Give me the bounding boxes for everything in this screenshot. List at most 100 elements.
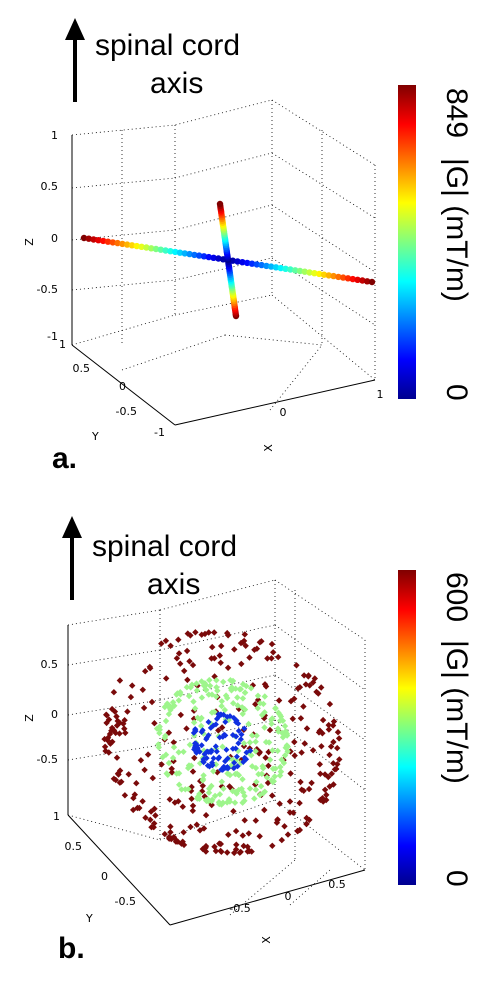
line-point: [239, 259, 246, 266]
shell-point: [240, 759, 247, 765]
annotation-line2-b: axis: [147, 568, 200, 601]
shell-point: [316, 761, 323, 768]
shell-point: [239, 799, 246, 806]
shell-point: [109, 738, 116, 745]
shell-point: [261, 709, 268, 716]
shell-point: [168, 765, 175, 772]
shell-point: [189, 807, 196, 814]
shell-point: [261, 693, 268, 700]
shell-point: [175, 697, 182, 704]
shell-point: [282, 728, 289, 735]
shell-point: [306, 682, 313, 689]
shell-point: [241, 817, 248, 824]
shell-point: [254, 692, 262, 699]
shell-point: [180, 748, 187, 755]
shell-point: [218, 766, 225, 773]
shell-point: [101, 735, 108, 743]
shell-point: [239, 695, 247, 702]
line-point: [282, 265, 289, 272]
shell-point: [218, 778, 225, 785]
shell-point: [183, 684, 191, 691]
shell-point: [213, 677, 220, 684]
shell-point: [326, 700, 334, 708]
shell-point: [224, 694, 231, 702]
shell-point: [136, 804, 143, 812]
shell-point: [230, 700, 237, 707]
shell-point: [224, 664, 232, 671]
shell-point: [300, 703, 307, 710]
y-tick-a: 0: [119, 380, 126, 393]
line-point: [287, 266, 294, 273]
shell-point: [247, 685, 255, 692]
line-point: [157, 246, 164, 253]
shell-point: [233, 753, 240, 760]
line-point: [104, 238, 112, 245]
shell-point: [180, 841, 188, 849]
shell-point: [210, 768, 217, 775]
line-point: [215, 255, 222, 262]
shell-point: [220, 785, 227, 792]
shell-point: [190, 698, 197, 705]
shell-point: [287, 770, 294, 777]
shell-point: [213, 693, 220, 700]
shell-point: [246, 785, 254, 792]
shell-point: [256, 700, 264, 707]
shell-point: [148, 698, 156, 706]
shell-point: [262, 754, 269, 761]
shell-point: [241, 725, 248, 732]
shell-point: [237, 685, 244, 693]
shell-point: [208, 655, 215, 662]
line-point: [244, 259, 251, 267]
shell-point: [201, 751, 208, 758]
shell-point: [202, 848, 210, 855]
shell-point: [289, 715, 296, 722]
shell-point: [245, 830, 252, 837]
panel-label-b: b.: [58, 932, 85, 965]
line-point: [100, 237, 107, 245]
shell-point: [232, 846, 240, 853]
z-tick-b: -0.5: [37, 753, 58, 766]
shell-point: [230, 714, 237, 721]
shell-point: [261, 806, 268, 814]
shell-point: [274, 725, 282, 732]
shell-point: [121, 717, 128, 724]
shell-point: [284, 831, 292, 838]
shell-point: [265, 739, 273, 746]
shell-point: [131, 791, 138, 798]
shell-point: [181, 667, 188, 675]
shell-point: [303, 814, 310, 822]
shell-point: [193, 687, 201, 694]
shell-point: [277, 768, 284, 775]
shell-point: [224, 765, 231, 772]
shell-point: [275, 697, 283, 704]
shell-point: [319, 795, 326, 802]
shell-point: [178, 786, 185, 793]
shell-point: [167, 642, 174, 649]
panel-label-a: a.: [52, 442, 77, 475]
shell-point: [198, 729, 205, 735]
line-point: [133, 242, 140, 250]
shell-point: [232, 685, 239, 692]
shell-point: [232, 827, 240, 835]
shell-point: [116, 730, 123, 737]
shell-point: [111, 708, 119, 715]
y-tick-b: 0.5: [65, 840, 83, 853]
shell-point: [175, 636, 182, 643]
shell-point: [224, 629, 231, 637]
shell-point: [159, 754, 166, 761]
shell-point: [238, 731, 245, 738]
shell-point: [236, 849, 243, 856]
shell-point: [264, 655, 271, 662]
shell-point: [218, 642, 225, 650]
shell-point: [220, 678, 227, 686]
shell-point: [300, 787, 307, 794]
shell-point: [277, 713, 285, 720]
shell-point: [248, 848, 255, 855]
annotation-line1-a: spinal cord: [95, 29, 240, 62]
shell-point: [281, 752, 289, 759]
shell-point: [233, 719, 240, 726]
line-point: [325, 272, 332, 279]
colorbar-min-a: 0: [440, 384, 473, 401]
shell-point: [241, 797, 248, 804]
z-tick-a: 0.5: [41, 180, 59, 193]
